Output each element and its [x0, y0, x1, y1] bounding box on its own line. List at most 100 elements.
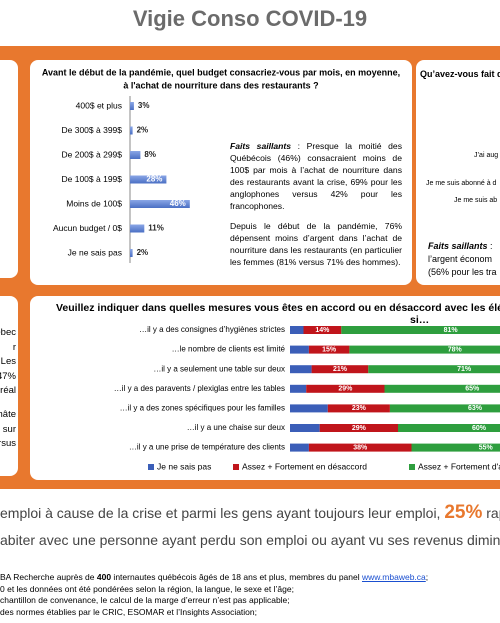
- footnote: des normes établies par le CRIC, ESOMAR …: [0, 606, 257, 617]
- chart-title: si…: [410, 314, 429, 326]
- left-fragment: sur: [2, 423, 16, 435]
- category-label: De 300$ à 399$: [62, 125, 123, 135]
- right-text: l’argent économ: [428, 254, 493, 264]
- bar-segment: [384, 384, 500, 393]
- category-label: …il y a seulement une table sur deux: [153, 364, 285, 373]
- value-label: 29%: [338, 386, 353, 393]
- value-label: 3%: [138, 101, 150, 110]
- right-title: Qu’avez-vous fait d: [420, 69, 500, 79]
- left-card-bottom: ébec r Les 47% réal hâte sur rsus: [0, 296, 18, 476]
- bar: [130, 102, 134, 110]
- right-card: Qu’avez-vous fait d J’ai aug Je me suis …: [416, 60, 500, 285]
- category-label: …il y a une prise de température des cli…: [129, 443, 285, 452]
- footnote-link[interactable]: www.mbaweb.ca: [361, 572, 426, 582]
- chart-title: Avant le début de la pandémie, quel budg…: [42, 67, 400, 77]
- legend-swatch: [409, 464, 415, 470]
- bar-segment: [341, 326, 500, 334]
- category-label: …il y a des paravents / plexiglas entre …: [114, 384, 285, 393]
- bar-segment: [311, 365, 369, 374]
- right-item: Je me suis ab: [454, 197, 498, 204]
- left-fragment: Les: [0, 356, 16, 367]
- footnote-text: ;: [425, 572, 429, 582]
- value-label: 15%: [322, 346, 337, 353]
- body-text: emploi à cause de la crise et parmi les …: [0, 505, 445, 521]
- category-label: …le nombre de clients est limité: [172, 345, 286, 354]
- value-label: 28%: [146, 175, 162, 184]
- category-label: …il y a des zones spécifiques pour les f…: [120, 404, 285, 413]
- budget-chart: Avant le début de la pandémie, quel budg…: [42, 67, 400, 263]
- bar-segment: [290, 443, 309, 452]
- bar-segment: [308, 443, 412, 452]
- chart-title: Veuillez indiquer dans quelles mesures v…: [56, 302, 500, 314]
- legend-swatch: [233, 464, 239, 470]
- value-label: 63%: [468, 405, 483, 412]
- value-label: 21%: [333, 366, 348, 373]
- value-label: 46%: [170, 199, 186, 208]
- value-label: 14%: [315, 327, 330, 334]
- agreement-chart: Veuillez indiquer dans quelles mesures v…: [56, 302, 500, 471]
- value-label: 2%: [137, 248, 149, 257]
- bar: [130, 249, 133, 257]
- footnote-text: internautes québécois âgés de 18 ans et …: [111, 572, 362, 582]
- right-item: J’ai aug: [474, 152, 499, 159]
- value-label: 78%: [448, 346, 463, 353]
- bar-segment: [389, 404, 500, 413]
- category-label: De 200$ à 299$: [62, 149, 123, 159]
- left-fragment: ébec: [0, 327, 16, 338]
- bar-segment: [290, 424, 320, 432]
- category-label: 400$ et plus: [76, 100, 122, 110]
- value-label: 65%: [465, 386, 480, 393]
- bar: [130, 175, 167, 184]
- bar-segment: [398, 424, 500, 432]
- bar-segment: [411, 443, 500, 452]
- bar-segment: [349, 345, 500, 354]
- bar-segment: [308, 345, 350, 354]
- body-text: rapportent a: [486, 505, 500, 521]
- bar-segment: [319, 424, 398, 432]
- right-label: Faits saillants: [428, 241, 488, 251]
- bar-segment: [303, 326, 342, 334]
- right-item: Je me suis abonné à d: [426, 180, 497, 187]
- bar-segment: [290, 345, 309, 354]
- body-highlight: 25%: [444, 502, 483, 523]
- legend-label: Assez + Fortement d'accord: [418, 461, 500, 471]
- left-fragment: r: [12, 341, 16, 353]
- legend-swatch: [148, 464, 154, 470]
- value-label: 81%: [444, 327, 459, 334]
- bar: [130, 224, 145, 233]
- value-label: 11%: [148, 224, 164, 233]
- footnote-text: BA Recherche auprès de: [0, 572, 97, 582]
- left-fragment: rsus: [0, 438, 16, 449]
- body-line: emploi à cause de la crise et parmi les …: [0, 502, 500, 524]
- right-text: (56% pour les tra: [428, 267, 497, 277]
- footnote: 0 et les données ont été pondérées selon…: [0, 583, 294, 594]
- bar-segment: [327, 404, 390, 413]
- value-label: 23%: [352, 405, 367, 412]
- chart-title: à l'achat de nourriture dans des restaur…: [123, 80, 318, 90]
- left-card-top: [0, 60, 18, 278]
- highlight-label: Faits saillants: [230, 141, 292, 151]
- right-text: Faits saillants : l’argent économ (56% p…: [428, 240, 497, 279]
- bar-segment: [290, 404, 328, 413]
- bar-segment: [290, 326, 304, 334]
- left-fragment: 47%: [0, 370, 16, 382]
- bar: [130, 151, 141, 159]
- bar: [130, 126, 133, 135]
- agreement-card: Veuillez indiquer dans quelles mesures v…: [30, 296, 500, 480]
- left-text: ébec r Les 47% réal: [0, 326, 16, 399]
- footnotes: BA Recherche auprès de 400 internautes q…: [0, 572, 428, 618]
- highlight-text: Faits saillants : Presque la moitié des …: [230, 140, 402, 212]
- category-label: Je ne sais pas: [68, 247, 122, 257]
- page-title: Vigie Conso COVID-19: [132, 6, 368, 31]
- highlight-text: : Presque la moitié des Québécois (46%) …: [230, 141, 402, 211]
- value-label: 71%: [457, 366, 472, 373]
- footnote-text: 400: [96, 572, 112, 582]
- value-label: 38%: [353, 444, 368, 451]
- bar-segment: [290, 384, 307, 393]
- budget-card: Avant le début de la pandémie, quel budg…: [30, 60, 412, 285]
- legend-label: Je ne sais pas: [157, 461, 211, 471]
- left-fragment: réal: [0, 385, 16, 396]
- left-fragment: hâte: [0, 409, 16, 420]
- footnote: BA Recherche auprès de 400 internautes q…: [0, 572, 428, 584]
